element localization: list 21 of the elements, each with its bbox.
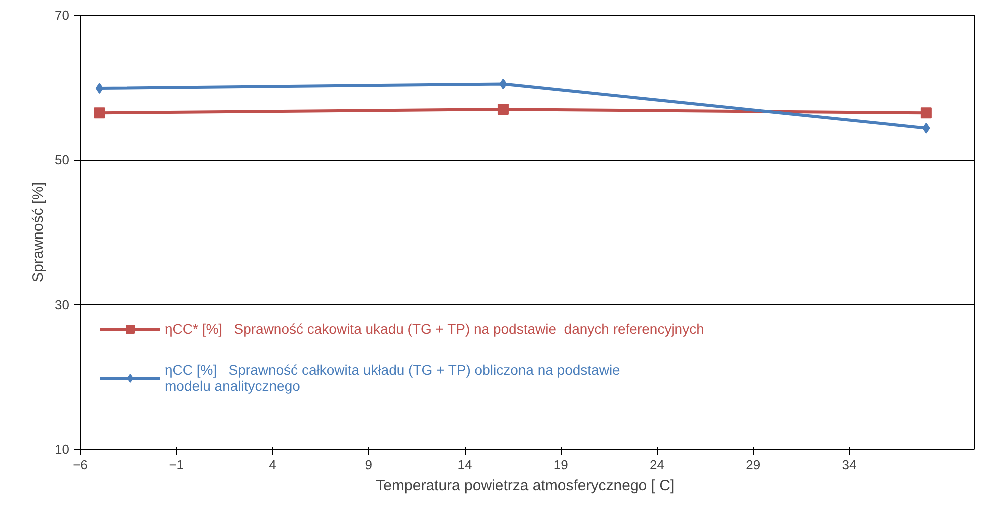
y-tick-label: 70	[55, 8, 70, 23]
x-tick-label: 34	[842, 458, 857, 472]
x-tick-label: 14	[458, 458, 472, 472]
x-tick-label: 4	[269, 458, 276, 472]
point	[96, 83, 104, 94]
point	[920, 108, 932, 119]
y-tick-label: 50	[55, 152, 70, 168]
y-tick-label: 10	[55, 442, 70, 457]
x-tick-label: −6	[73, 458, 88, 472]
point	[94, 108, 106, 119]
x-tick-label: 29	[746, 458, 761, 472]
y-axis-title: Sprawność [%]	[30, 182, 48, 283]
x-axis-title: Temperatura powietrza atmosferycznego [ C]	[376, 478, 675, 494]
legend-label: ηCC [%] Sprawność całkowita układu (TG + TP) obliczona na podstawie modelu analitycznego	[165, 362, 620, 394]
x-tick-label: 19	[554, 458, 568, 472]
x-tick-label: 24	[650, 458, 665, 472]
point	[498, 104, 509, 116]
legend-label: ηCC* [%] Sprawność cakowita ukadu (TG + TP) na podstawie danych referencyjnych	[165, 321, 704, 337]
y-tick-label: 30	[55, 297, 70, 312]
x-tick-label: 9	[365, 458, 373, 472]
x-tick-label: −1	[169, 458, 184, 472]
